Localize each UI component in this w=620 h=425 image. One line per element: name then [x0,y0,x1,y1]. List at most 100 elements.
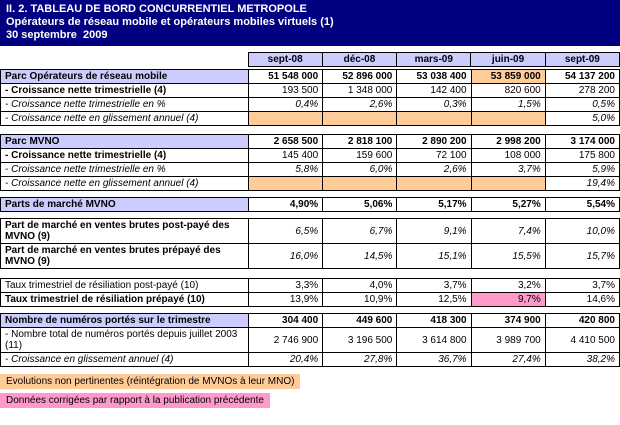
cell-value: 418 300 [396,313,472,328]
cell-value: 53 859 000 [470,69,546,84]
row-label: Part de marché en ventes brutes post-pay… [0,218,249,244]
cell-value: 0,5% [544,97,620,112]
cell-value: 27,4% [470,352,546,367]
resiliation-table: Taux trimestriel de résiliation post-pay… [0,278,620,307]
table-row: Part de marché en ventes brutes post-pay… [0,218,620,244]
cell-value: 4,0% [322,278,398,293]
cell-value: 2 746 900 [247,327,324,353]
cell-value: 304 400 [247,313,324,328]
legend: Evolutions non pertinentes (réintégratio… [0,374,620,408]
report-date: 30 septembre 2009 [6,29,108,41]
row-label: Nombre de numéros portés sur le trimestr… [0,313,249,328]
cell-value: 3,7% [544,278,620,293]
row-label: Taux trimestriel de résiliation post-pay… [0,278,249,293]
cell-value: 0,3% [396,97,472,112]
cell-value [470,176,546,191]
cell-value: 6,7% [322,218,398,244]
cell-value: 72 100 [396,148,472,163]
cell-value: 5,54% [544,197,620,212]
row-label: - Nombre total de numéros portés depuis … [0,327,249,353]
ventes-brutes-table: Part de marché en ventes brutes post-pay… [0,218,620,269]
cell-value [470,111,546,126]
cell-value [247,176,324,191]
cell-value: 1 348 000 [322,83,398,98]
cell-value: 374 900 [470,313,546,328]
report-header: II. 2. TABLEAU DE BORD CONCURRENTIEL MET… [0,0,620,46]
parc-mvno-table: Parc MVNO 2 658 500 2 818 100 2 890 200 2 99… [0,134,620,191]
cell-value: 145 400 [247,148,324,163]
column-header: sept-08 [247,52,323,67]
cell-value: 15,1% [396,243,472,269]
row-label: Parc Opérateurs de réseau mobile [0,69,249,84]
table-row: Nombre de numéros portés sur le trimestr… [0,313,620,328]
table-row: sept-08 déc-08 mars-09 juin-09 sept-09 [0,52,620,67]
row-label: Parts de marché MVNO [0,197,249,212]
row-label: - Croissance nette en glissement annuel … [0,176,249,191]
cell-value: 5,8% [247,162,324,177]
cell-value: 3,3% [247,278,324,293]
cell-value: 2,6% [396,162,472,177]
cell-value: 2 658 500 [247,134,324,149]
cell-value: 278 200 [544,83,620,98]
row-label: Taux trimestriel de résiliation prépayé … [0,292,249,307]
cell-value: 19,4% [544,176,620,191]
cell-value: 193 500 [247,83,324,98]
cell-value: 3 196 500 [322,327,398,353]
row-label: - Croissance nette trimestrielle (4) [0,83,249,98]
table-row: Part de marché en ventes brutes prépayé … [0,243,620,269]
numeros-portes-table: Nombre de numéros portés sur le trimestr… [0,313,620,367]
tables-container: sept-08 déc-08 mars-09 juin-09 sept-09 Parc O… [0,52,620,367]
cell-value: 51 548 000 [247,69,324,84]
cell-value: 7,4% [470,218,546,244]
cell-value: 2 998 200 [470,134,546,149]
table-row: Taux trimestriel de résiliation post-pay… [0,278,620,293]
cell-value: 3 174 000 [544,134,620,149]
legend-row: Données corrigées par rapport à la publi… [0,393,620,408]
legend-row: Evolutions non pertinentes (réintégratio… [0,374,620,389]
column-header: mars-09 [396,52,472,67]
cell-value: 6,0% [322,162,398,177]
cell-value: 13,9% [247,292,324,307]
cell-value: 6,5% [247,218,324,244]
table-row: - Croissance nette en glissement annuel … [0,111,620,126]
table-row: - Nombre total de numéros portés depuis … [0,327,620,353]
cell-value: 9,1% [396,218,472,244]
table-row: Parts de marché MVNO 4,90% 5,06% 5,17% 5,27%… [0,197,620,212]
cell-value: 3,7% [470,162,546,177]
cell-value [247,111,324,126]
cell-value: 108 000 [470,148,546,163]
cell-value: 10,0% [544,218,620,244]
cell-value [396,111,472,126]
cell-value: 54 137 200 [544,69,620,84]
row-label: - Croissance nette trimestrielle en % [0,97,249,112]
cell-value: 53 038 400 [396,69,472,84]
corner-cell [0,52,248,67]
row-label: Part de marché en ventes brutes prépayé … [0,243,249,269]
row-label: - Croissance en glissement annuel (4) [0,352,249,367]
cell-value: 4,90% [247,197,324,212]
cell-value [396,176,472,191]
row-label: Parc MVNO [0,134,249,149]
cell-value: 4 410 500 [544,327,620,353]
cell-value: 1,5% [470,97,546,112]
cell-value: 15,7% [544,243,620,269]
table-row: - Croissance nette trimestrielle (4) 145 … [0,148,620,163]
cell-value: 2 890 200 [396,134,472,149]
cell-value: 5,06% [322,197,398,212]
cell-value: 175 800 [544,148,620,163]
cell-value: 9,7% [470,292,546,307]
cell-value: 0,4% [247,97,324,112]
report-title: II. 2. TABLEAU DE BORD CONCURRENTIEL MET… [6,3,307,15]
cell-value: 10,9% [322,292,398,307]
cell-value: 5,9% [544,162,620,177]
parts-marche-mvno-table: Parts de marché MVNO 4,90% 5,06% 5,17% 5,27%… [0,197,620,212]
cell-value: 142 400 [396,83,472,98]
cell-value: 449 600 [322,313,398,328]
cell-value: 14,6% [544,292,620,307]
legend-orange-note: Evolutions non pertinentes (réintégratio… [0,374,301,389]
cell-value: 5,27% [470,197,546,212]
table-row: Parc Opérateurs de réseau mobile 51 548 0… [0,69,620,84]
cell-value: 3,2% [470,278,546,293]
cell-value: 2,6% [322,97,398,112]
cell-value: 5,0% [544,111,620,126]
